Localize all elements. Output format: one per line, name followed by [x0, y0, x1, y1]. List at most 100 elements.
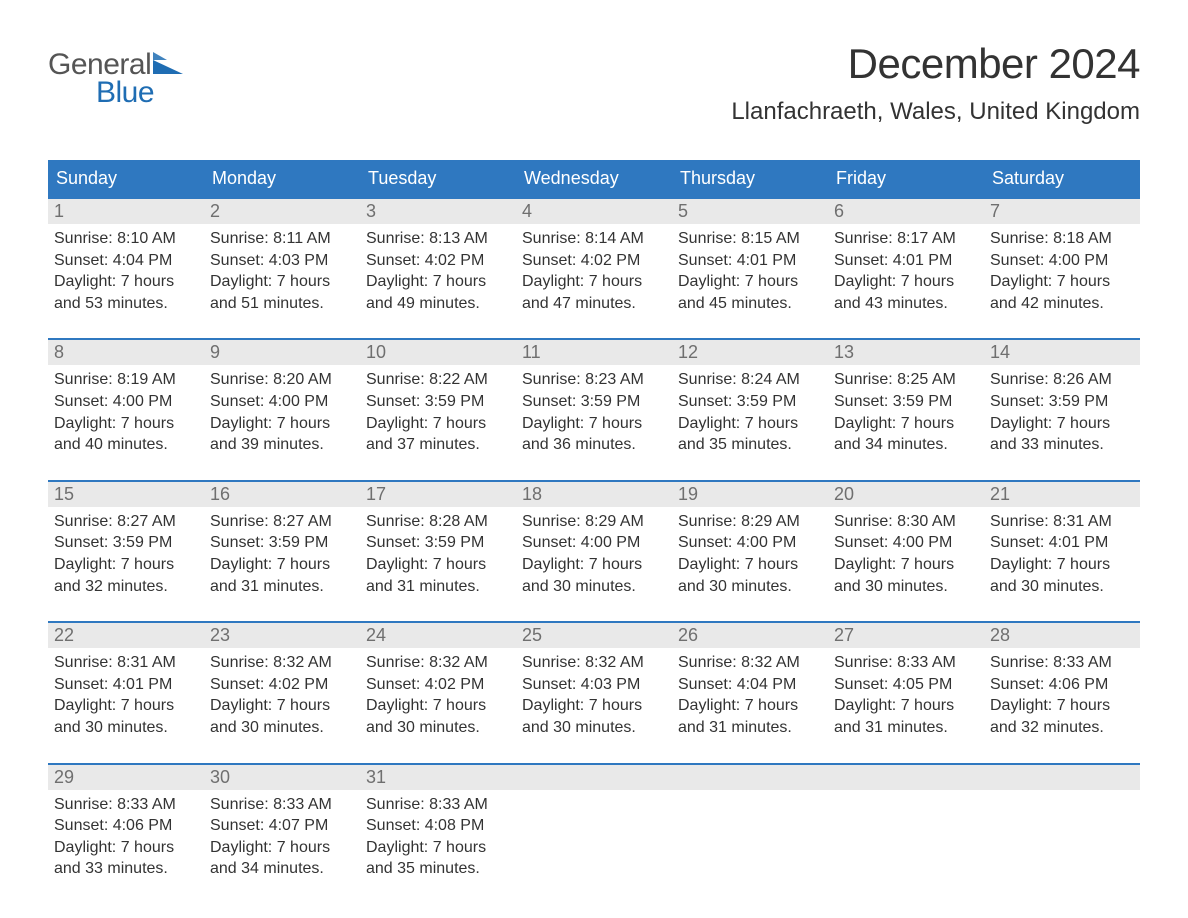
daylight-line-1: Daylight: 7 hours — [990, 413, 1134, 435]
daylight-line-2: and 34 minutes. — [834, 434, 978, 456]
sunset-line: Sunset: 3:59 PM — [678, 391, 822, 413]
sunrise-line: Sunrise: 8:19 AM — [54, 369, 198, 391]
sunrise-line: Sunrise: 8:31 AM — [54, 652, 198, 674]
day-cell: Sunrise: 8:17 AMSunset: 4:01 PMDaylight:… — [828, 224, 984, 322]
daylight-line-1: Daylight: 7 hours — [834, 554, 978, 576]
weekday-header: Monday — [204, 160, 360, 197]
day-number: 6 — [828, 199, 984, 224]
day-cell: Sunrise: 8:14 AMSunset: 4:02 PMDaylight:… — [516, 224, 672, 322]
day-number: 22 — [48, 623, 204, 648]
sunset-line: Sunset: 4:00 PM — [990, 250, 1134, 272]
sunset-line: Sunset: 4:01 PM — [834, 250, 978, 272]
daylight-line-2: and 40 minutes. — [54, 434, 198, 456]
sunrise-line: Sunrise: 8:18 AM — [990, 228, 1134, 250]
week-row: 891011121314Sunrise: 8:19 AMSunset: 4:00… — [48, 338, 1140, 463]
daylight-line-1: Daylight: 7 hours — [210, 837, 354, 859]
day-number: 19 — [672, 482, 828, 507]
sunset-line: Sunset: 4:01 PM — [990, 532, 1134, 554]
day-cell: Sunrise: 8:19 AMSunset: 4:00 PMDaylight:… — [48, 365, 204, 463]
week-body-row: Sunrise: 8:33 AMSunset: 4:06 PMDaylight:… — [48, 790, 1140, 888]
daylight-line-1: Daylight: 7 hours — [366, 271, 510, 293]
weekday-header: Sunday — [48, 160, 204, 197]
sunset-line: Sunset: 4:01 PM — [678, 250, 822, 272]
daylight-line-2: and 31 minutes. — [834, 717, 978, 739]
day-number: 28 — [984, 623, 1140, 648]
sunrise-line: Sunrise: 8:33 AM — [210, 794, 354, 816]
sunrise-line: Sunrise: 8:26 AM — [990, 369, 1134, 391]
weeks-container: 1234567Sunrise: 8:10 AMSunset: 4:04 PMDa… — [48, 197, 1140, 888]
sunset-line: Sunset: 3:59 PM — [366, 532, 510, 554]
daylight-line-1: Daylight: 7 hours — [54, 695, 198, 717]
day-cell: Sunrise: 8:15 AMSunset: 4:01 PMDaylight:… — [672, 224, 828, 322]
daylight-line-2: and 32 minutes. — [990, 717, 1134, 739]
daylight-line-1: Daylight: 7 hours — [678, 695, 822, 717]
day-cell: Sunrise: 8:32 AMSunset: 4:02 PMDaylight:… — [360, 648, 516, 746]
daylight-line-2: and 30 minutes. — [210, 717, 354, 739]
sunset-line: Sunset: 4:00 PM — [522, 532, 666, 554]
day-number: 25 — [516, 623, 672, 648]
daylight-line-2: and 30 minutes. — [834, 576, 978, 598]
day-cell: Sunrise: 8:11 AMSunset: 4:03 PMDaylight:… — [204, 224, 360, 322]
week-row: 22232425262728Sunrise: 8:31 AMSunset: 4:… — [48, 621, 1140, 746]
day-cell: Sunrise: 8:30 AMSunset: 4:00 PMDaylight:… — [828, 507, 984, 605]
daylight-line-2: and 45 minutes. — [678, 293, 822, 315]
daylight-line-1: Daylight: 7 hours — [834, 413, 978, 435]
daylight-line-1: Daylight: 7 hours — [990, 271, 1134, 293]
day-cell: Sunrise: 8:33 AMSunset: 4:08 PMDaylight:… — [360, 790, 516, 888]
brand-logo: General Blue — [48, 48, 183, 110]
sunrise-line: Sunrise: 8:27 AM — [210, 511, 354, 533]
day-number: 31 — [360, 765, 516, 790]
daylight-line-2: and 36 minutes. — [522, 434, 666, 456]
day-number: 27 — [828, 623, 984, 648]
sunrise-line: Sunrise: 8:13 AM — [366, 228, 510, 250]
daylight-line-2: and 34 minutes. — [210, 858, 354, 880]
day-cell: Sunrise: 8:33 AMSunset: 4:05 PMDaylight:… — [828, 648, 984, 746]
sunrise-line: Sunrise: 8:29 AM — [678, 511, 822, 533]
daylight-line-2: and 35 minutes. — [678, 434, 822, 456]
day-number: 5 — [672, 199, 828, 224]
sunset-line: Sunset: 3:59 PM — [210, 532, 354, 554]
daylight-line-2: and 35 minutes. — [366, 858, 510, 880]
day-number: 2 — [204, 199, 360, 224]
sunset-line: Sunset: 4:06 PM — [990, 674, 1134, 696]
day-cell: Sunrise: 8:33 AMSunset: 4:07 PMDaylight:… — [204, 790, 360, 888]
daylight-line-2: and 33 minutes. — [54, 858, 198, 880]
sunset-line: Sunset: 4:05 PM — [834, 674, 978, 696]
day-number: 4 — [516, 199, 672, 224]
daylight-line-2: and 30 minutes. — [54, 717, 198, 739]
daylight-line-2: and 31 minutes. — [210, 576, 354, 598]
daylight-line-1: Daylight: 7 hours — [678, 413, 822, 435]
day-number — [516, 765, 672, 790]
daylight-line-1: Daylight: 7 hours — [990, 554, 1134, 576]
daylight-line-2: and 42 minutes. — [990, 293, 1134, 315]
daylight-line-1: Daylight: 7 hours — [54, 837, 198, 859]
daylight-line-1: Daylight: 7 hours — [210, 695, 354, 717]
day-cell — [984, 790, 1140, 888]
sunrise-line: Sunrise: 8:24 AM — [678, 369, 822, 391]
daylight-line-1: Daylight: 7 hours — [210, 554, 354, 576]
day-number: 26 — [672, 623, 828, 648]
sunset-line: Sunset: 4:02 PM — [210, 674, 354, 696]
daylight-line-1: Daylight: 7 hours — [366, 554, 510, 576]
sunrise-line: Sunrise: 8:32 AM — [678, 652, 822, 674]
daylight-line-2: and 39 minutes. — [210, 434, 354, 456]
day-number: 7 — [984, 199, 1140, 224]
daylight-line-1: Daylight: 7 hours — [834, 695, 978, 717]
daynum-row: 15161718192021 — [48, 482, 1140, 507]
sunrise-line: Sunrise: 8:30 AM — [834, 511, 978, 533]
day-number: 11 — [516, 340, 672, 365]
daylight-line-1: Daylight: 7 hours — [54, 554, 198, 576]
week-body-row: Sunrise: 8:10 AMSunset: 4:04 PMDaylight:… — [48, 224, 1140, 322]
sunrise-line: Sunrise: 8:25 AM — [834, 369, 978, 391]
day-number — [984, 765, 1140, 790]
day-cell: Sunrise: 8:13 AMSunset: 4:02 PMDaylight:… — [360, 224, 516, 322]
location-subtitle: Llanfachraeth, Wales, United Kingdom — [731, 98, 1140, 126]
daylight-line-1: Daylight: 7 hours — [678, 554, 822, 576]
sunset-line: Sunset: 4:02 PM — [366, 674, 510, 696]
daylight-line-1: Daylight: 7 hours — [678, 271, 822, 293]
day-number: 3 — [360, 199, 516, 224]
sunrise-line: Sunrise: 8:27 AM — [54, 511, 198, 533]
day-number — [672, 765, 828, 790]
daylight-line-1: Daylight: 7 hours — [366, 413, 510, 435]
day-cell: Sunrise: 8:31 AMSunset: 4:01 PMDaylight:… — [984, 507, 1140, 605]
